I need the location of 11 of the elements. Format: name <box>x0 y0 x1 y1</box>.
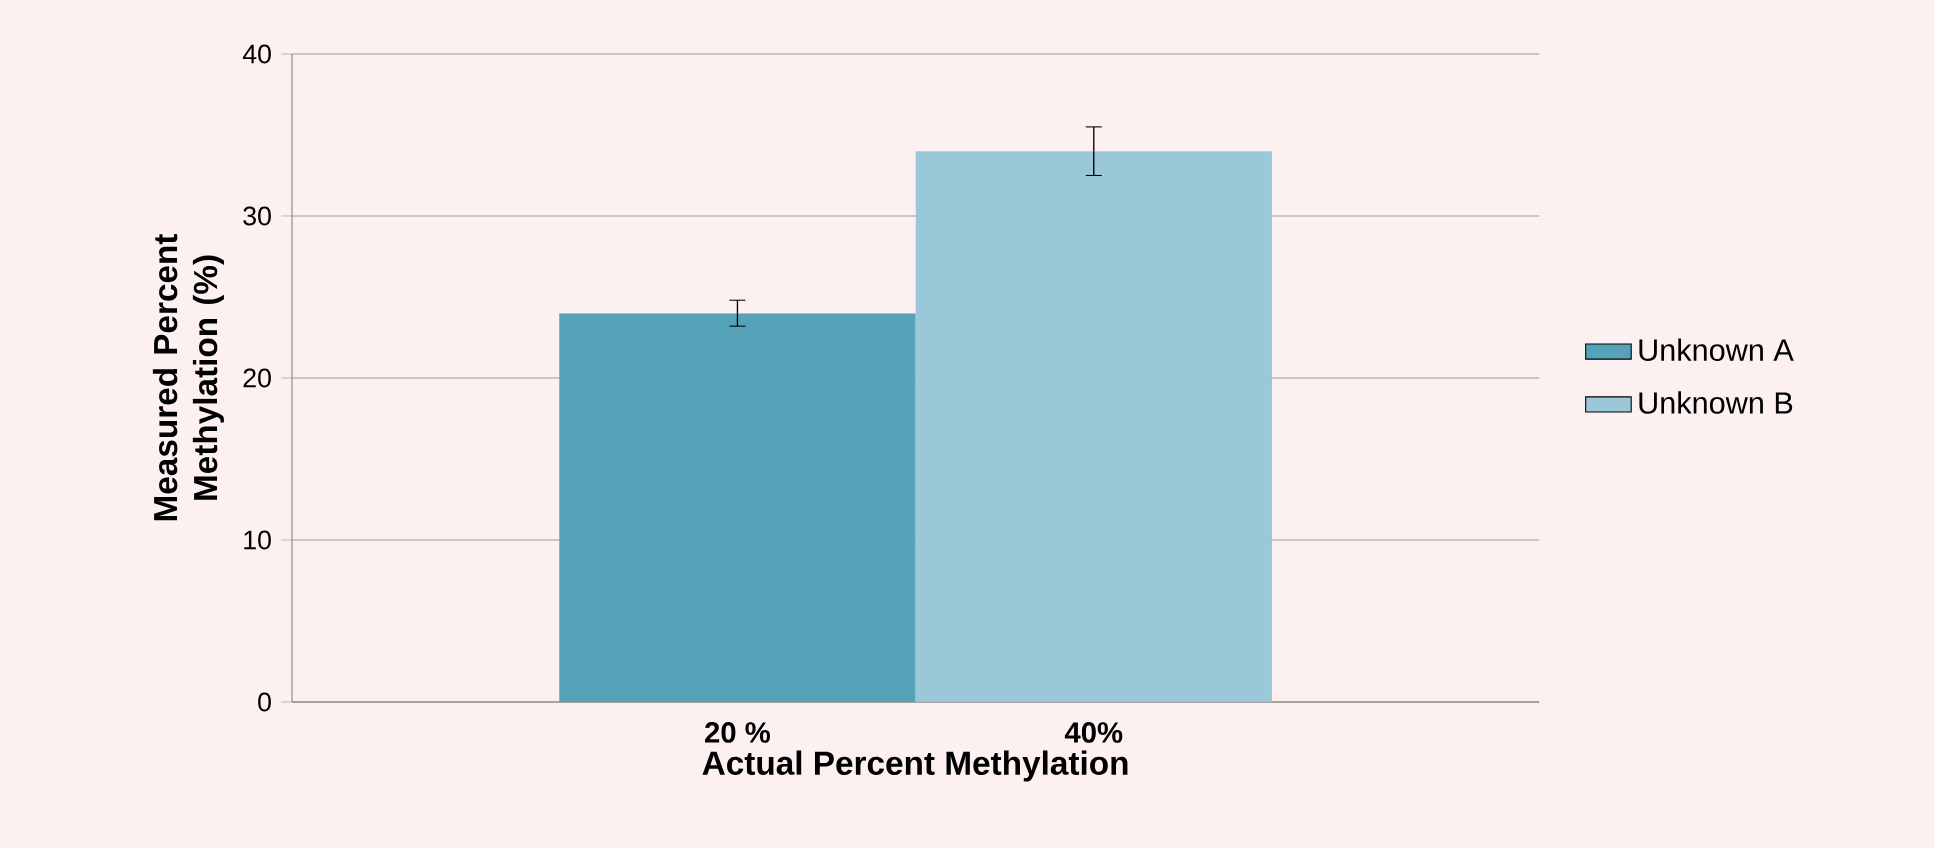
legend-label: Unknown A <box>1639 338 1794 361</box>
y-axis-title: Measured Percent Methylation (%) <box>152 233 224 521</box>
x-axis-title: Actual Percent Methylation <box>702 750 1128 782</box>
legend-label: Unknown B <box>1639 391 1793 414</box>
y-tick-label: 0 <box>258 692 271 712</box>
y-tick-label: 20 <box>243 368 271 388</box>
y-tick-label: 40 <box>242 44 271 64</box>
x-tick-label: 20 % <box>705 722 771 743</box>
y-tick-label: 30 <box>243 206 271 226</box>
x-tick-label: 40% <box>1064 722 1123 743</box>
y-tick-label: 10 <box>244 530 271 550</box>
